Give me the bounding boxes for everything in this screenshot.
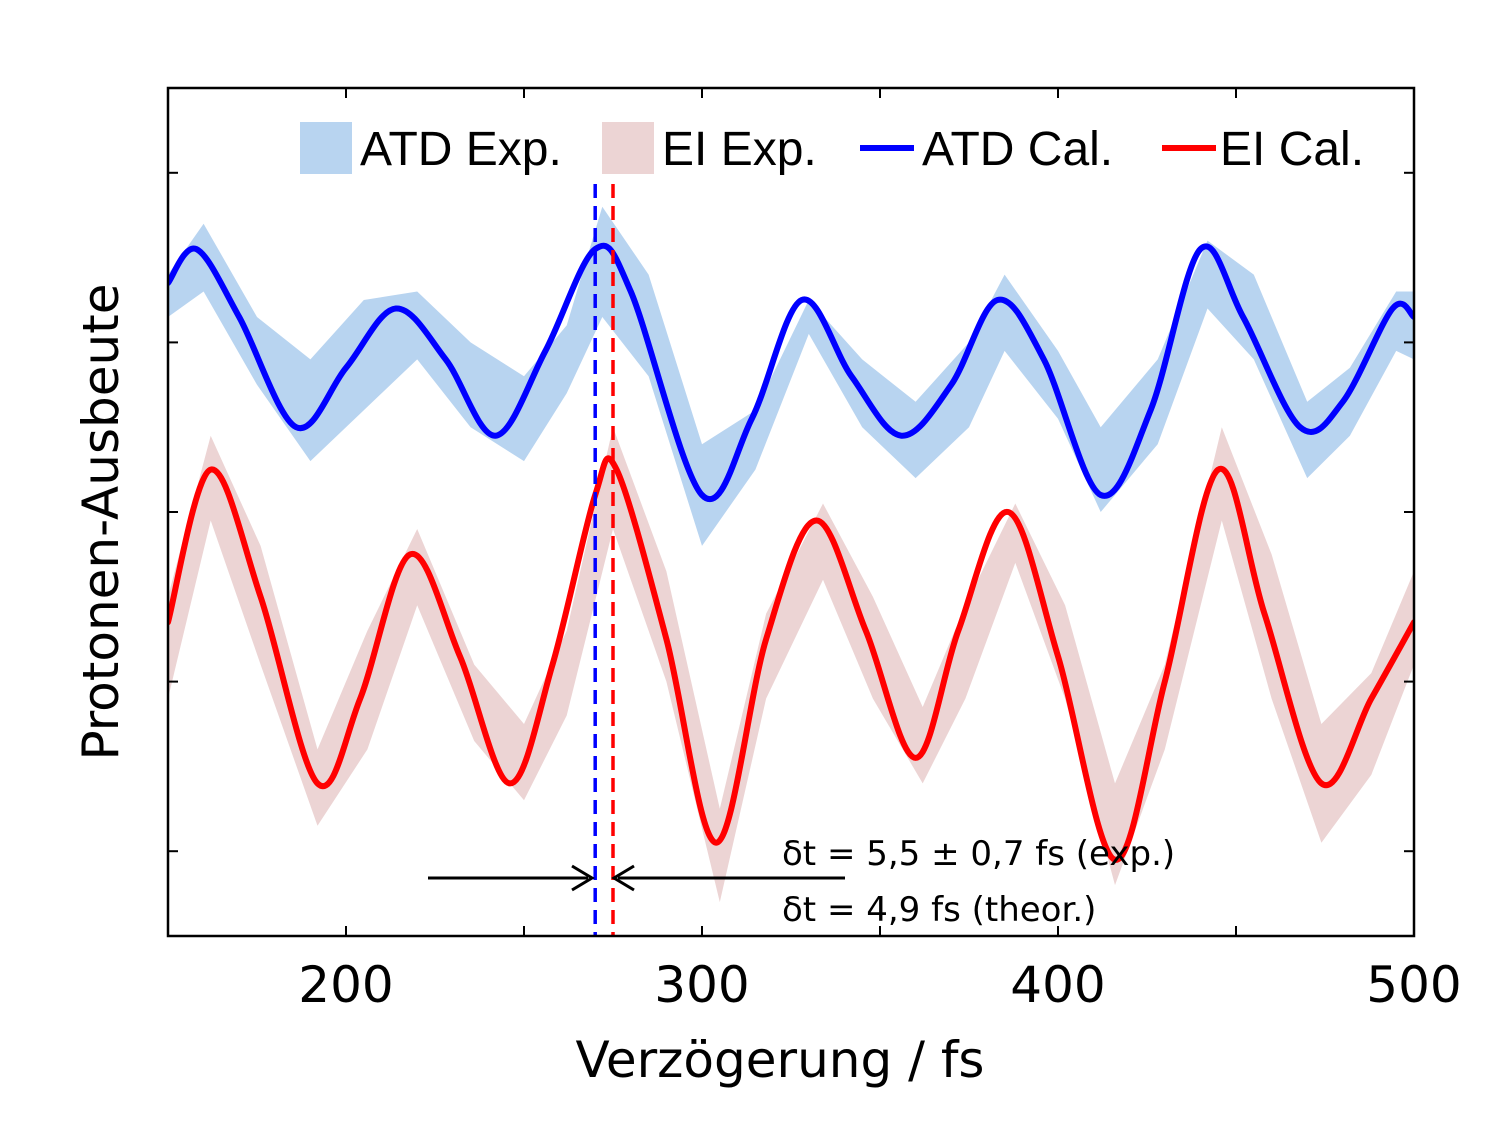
annotation-exp: δt = 5,5 ± 0,7 fs (exp.) xyxy=(782,834,1175,874)
legend-label-atd-exp: ATD Exp. xyxy=(360,123,562,176)
y-axis-title: Protonen-Ausbeute xyxy=(72,283,130,760)
annotation-theor: δt = 4,9 fs (theor.) xyxy=(782,890,1096,930)
x-tick-label: 200 xyxy=(298,956,393,1014)
band-ei-exp xyxy=(168,427,1414,903)
x-axis-title: Verzögerung / fs xyxy=(576,1031,985,1089)
right-arrow-head xyxy=(611,864,635,892)
left-arrow-head xyxy=(571,864,595,892)
legend-swatch-ei-exp xyxy=(602,122,654,174)
legend: ATD Exp. EI Exp. ATD Cal. EI Cal. xyxy=(300,122,1364,176)
marker-layer xyxy=(593,184,615,936)
delta-arrows xyxy=(428,864,845,892)
legend-swatch-atd-exp xyxy=(300,122,352,174)
band-layer xyxy=(168,206,1414,903)
line-atd-cal xyxy=(168,242,1414,502)
legend-label-atd-cal: ATD Cal. xyxy=(922,123,1113,176)
tick-label-layer: 200 300 400 500 xyxy=(298,956,1461,1014)
tick-layer xyxy=(168,88,1415,936)
legend-label-ei-cal: EI Cal. xyxy=(1220,123,1364,176)
legend-label-ei-exp: EI Exp. xyxy=(662,123,817,176)
line-ei-cal xyxy=(168,455,1414,863)
x-tick-label: 400 xyxy=(1010,956,1105,1014)
band-atd-exp xyxy=(168,206,1414,546)
line-layer xyxy=(168,242,1414,863)
x-tick-label: 500 xyxy=(1366,956,1461,1014)
x-tick-label: 300 xyxy=(654,956,749,1014)
